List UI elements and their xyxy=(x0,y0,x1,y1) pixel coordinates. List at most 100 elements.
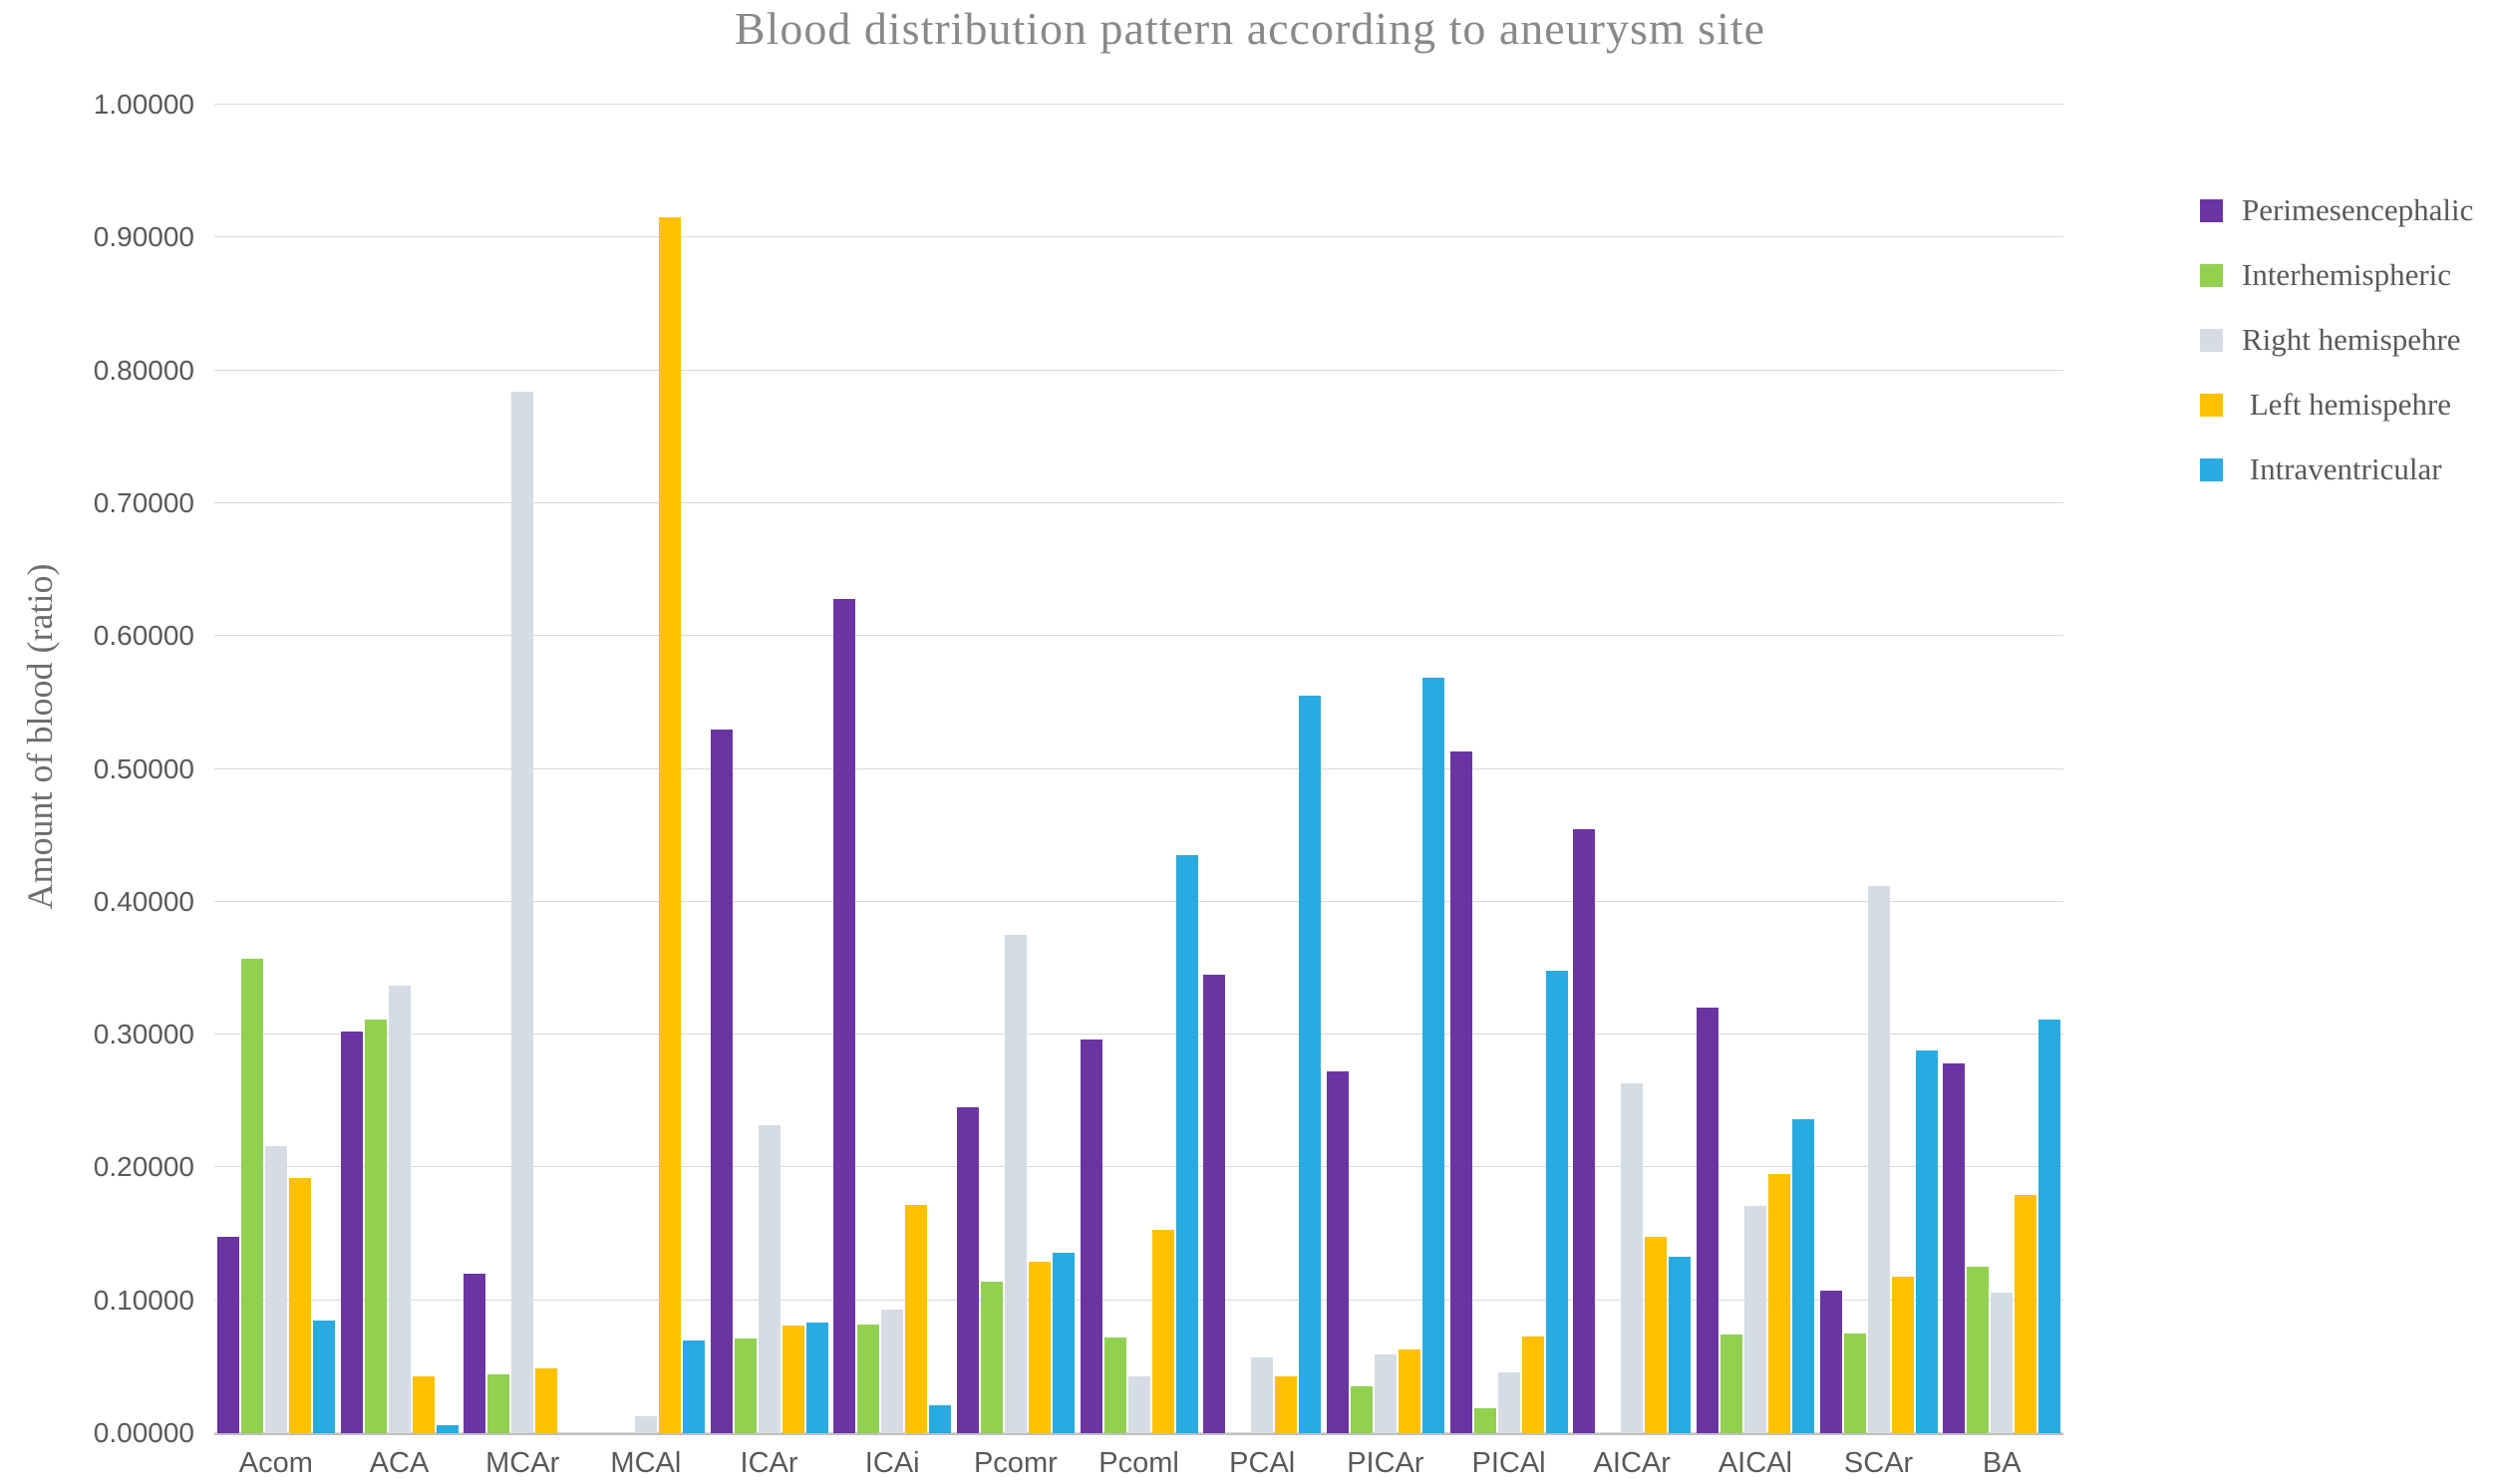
bar-group-AICAr xyxy=(1570,105,1694,1433)
y-tick-label: 0.40000 xyxy=(93,885,194,917)
y-tick-label: 1.00000 xyxy=(93,89,194,120)
bar-group-ICAi xyxy=(830,105,954,1433)
bar-Pcomr-right-hemispehre xyxy=(1004,935,1027,1433)
bar-ICAr-right-hemispehre xyxy=(758,1124,781,1433)
gridline xyxy=(214,1166,2063,1168)
bar-Acom-interhemispheric xyxy=(240,959,263,1433)
plot-area xyxy=(214,104,2063,1435)
y-tick-label: 0.00000 xyxy=(93,1417,194,1448)
gridline xyxy=(214,1299,2063,1301)
x-category-label-PICAl: PICAl xyxy=(1471,1447,1546,1479)
bar-AICAr-perimesencephalic xyxy=(1573,828,1596,1433)
gridline xyxy=(214,767,2063,769)
bar-group-MCAr xyxy=(461,105,584,1433)
bar-BA-perimesencephalic xyxy=(1943,1063,1966,1433)
bar-ICAi-perimesencephalic xyxy=(833,598,856,1433)
legend-swatch-icon xyxy=(2200,263,2223,287)
bar-group-Pcomr xyxy=(954,105,1078,1433)
bar-AICAl-interhemispheric xyxy=(1719,1335,1742,1433)
bar-group-ICAr xyxy=(708,105,831,1433)
y-tick-label: 0.10000 xyxy=(93,1284,194,1316)
bar-PICAl-perimesencephalic xyxy=(1449,751,1472,1433)
bar-PICAl-intraventricular xyxy=(1545,971,1568,1433)
bar-Pcoml-right-hemispehre xyxy=(1127,1375,1150,1433)
bar-ICAi-interhemispheric xyxy=(857,1324,880,1433)
gridline xyxy=(214,104,2063,105)
bar-ICAi-intraventricular xyxy=(929,1405,952,1433)
bar-BA-interhemispheric xyxy=(1967,1267,1990,1433)
legend-label: Interhemispheric xyxy=(2242,257,2452,292)
bar-group-PICAl xyxy=(1447,105,1571,1433)
bar-Pcomr-intraventricular xyxy=(1052,1252,1075,1433)
x-category-label-Pcomr: Pcomr xyxy=(973,1447,1058,1479)
x-category-label-MCAl: MCAl xyxy=(610,1447,682,1479)
bar-Pcoml-left-hemispehre xyxy=(1151,1230,1174,1433)
bar-MCAr-right-hemispehre xyxy=(511,391,534,1433)
bar-ACA-interhemispheric xyxy=(364,1020,387,1433)
bar-PCAl-perimesencephalic xyxy=(1203,975,1226,1433)
bar-PICAr-left-hemispehre xyxy=(1398,1349,1420,1433)
legend-swatch-icon xyxy=(2200,393,2223,417)
bar-group-PCAl xyxy=(1200,105,1324,1433)
bar-ICAi-left-hemispehre xyxy=(905,1204,928,1433)
bar-Pcoml-interhemispheric xyxy=(1103,1337,1126,1433)
bar-group-ACA xyxy=(338,105,462,1433)
bars-row xyxy=(214,105,2063,1433)
bar-AICAr-left-hemispehre xyxy=(1645,1236,1668,1433)
bar-AICAr-right-hemispehre xyxy=(1621,1083,1644,1433)
bar-Pcomr-interhemispheric xyxy=(980,1282,1003,1433)
x-category-label-AICAr: AICAr xyxy=(1593,1447,1671,1479)
bar-ACA-intraventricular xyxy=(436,1425,459,1433)
bar-ACA-right-hemispehre xyxy=(388,985,411,1433)
bar-PCAl-right-hemispehre xyxy=(1251,1357,1274,1433)
x-category-label-PCAl: PCAl xyxy=(1229,1447,1296,1479)
bar-group-Pcoml xyxy=(1078,105,1201,1433)
legend-item-interhemispheric: Interhemispheric xyxy=(2200,257,2473,292)
bar-AICAr-intraventricular xyxy=(1669,1256,1692,1433)
bar-MCAr-interhemispheric xyxy=(487,1374,510,1433)
bar-group-AICAl xyxy=(1694,105,1817,1433)
x-category-label-ICAi: ICAi xyxy=(864,1447,920,1479)
bar-BA-right-hemispehre xyxy=(1991,1292,2014,1433)
bar-group-SCAr xyxy=(1817,105,1941,1433)
legend-label: Intraventricular xyxy=(2242,451,2442,486)
gridline xyxy=(214,635,2063,637)
x-category-label-BA: BA xyxy=(1982,1447,2022,1479)
legend-swatch-icon xyxy=(2200,198,2223,222)
legend: Perimesencephalic Interhemispheric Right h… xyxy=(2200,192,2474,519)
legend-item-intraventricular: Intraventricular xyxy=(2200,451,2473,486)
bar-Acom-left-hemispehre xyxy=(288,1178,311,1433)
bar-group-BA xyxy=(1940,105,2063,1433)
bar-Pcomr-left-hemispehre xyxy=(1028,1262,1051,1433)
bar-SCAr-intraventricular xyxy=(1915,1050,1938,1433)
x-category-label-PICAr: PICAr xyxy=(1347,1447,1424,1479)
bar-PCAl-left-hemispehre xyxy=(1275,1375,1298,1433)
bar-group-PICAr xyxy=(1324,105,1447,1433)
y-tick-label: 0.30000 xyxy=(93,1019,194,1050)
bar-PICAr-perimesencephalic xyxy=(1326,1071,1349,1433)
bar-PICAl-interhemispheric xyxy=(1473,1407,1496,1433)
x-axis-category-labels: Acom ACA MCAr MCAl ICAr ICAi Pcomr Pcoml PCAl PIC… xyxy=(214,1447,2063,1480)
bar-Pcomr-perimesencephalic xyxy=(956,1107,979,1433)
bar-MCAr-left-hemispehre xyxy=(535,1367,558,1433)
x-category-label-MCAr: MCAr xyxy=(485,1447,560,1479)
bar-MCAr-perimesencephalic xyxy=(464,1274,486,1433)
legend-label: Perimesencephalic xyxy=(2242,192,2474,227)
chart-title: Blood distribution pattern according to … xyxy=(734,3,1766,54)
x-category-label-ACA: ACA xyxy=(369,1447,430,1479)
bar-AICAl-perimesencephalic xyxy=(1696,1008,1719,1433)
bar-ICAi-right-hemispehre xyxy=(881,1310,904,1433)
x-category-label-AICAl: AICAl xyxy=(1718,1447,1792,1479)
bar-Acom-intraventricular xyxy=(312,1320,335,1433)
bar-AICAl-intraventricular xyxy=(1791,1119,1814,1433)
bar-PCAl-intraventricular xyxy=(1299,696,1322,1433)
bar-ICAr-perimesencephalic xyxy=(710,729,733,1433)
bar-PICAr-interhemispheric xyxy=(1350,1386,1373,1433)
y-tick-label: 0.70000 xyxy=(93,486,194,518)
bar-MCAl-intraventricular xyxy=(682,1339,705,1433)
x-category-label-Pcoml: Pcoml xyxy=(1098,1447,1179,1479)
legend-label: Right hemispehre xyxy=(2242,322,2461,357)
bar-SCAr-interhemispheric xyxy=(1843,1334,1866,1433)
bar-ICAr-interhemispheric xyxy=(734,1338,757,1433)
